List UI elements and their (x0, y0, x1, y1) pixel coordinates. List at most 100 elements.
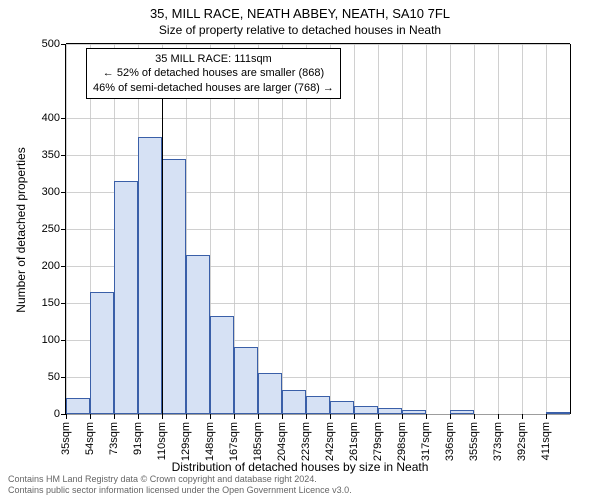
x-tick-label: 336sqm (444, 422, 456, 461)
x-tick-label: 242sqm (324, 422, 336, 461)
y-tick-label: 50 (20, 371, 60, 383)
x-tick (522, 414, 523, 419)
y-tick-label: 350 (20, 149, 60, 161)
grid-line-v (282, 44, 283, 414)
grid-line-v (522, 44, 523, 414)
y-tick-label: 200 (20, 260, 60, 272)
x-tick-label: 91sqm (132, 422, 144, 455)
histogram-bar (330, 401, 354, 414)
histogram-bar (66, 398, 90, 414)
x-tick (258, 414, 259, 419)
histogram-bar (186, 255, 210, 414)
x-tick (234, 414, 235, 419)
histogram-bar (138, 137, 162, 415)
y-tick-label: 300 (20, 186, 60, 198)
x-tick (186, 414, 187, 419)
grid-line-v (66, 44, 67, 414)
x-tick (402, 414, 403, 419)
x-tick-label: 73sqm (108, 422, 120, 455)
x-tick (282, 414, 283, 419)
y-tick-label: 400 (20, 112, 60, 124)
footer-line1: Contains HM Land Registry data © Crown c… (8, 474, 317, 484)
histogram-bar (258, 373, 282, 414)
grid-line-v (306, 44, 307, 414)
x-tick-label: 392sqm (516, 422, 528, 461)
x-tick (426, 414, 427, 419)
axis-spine-right (570, 44, 571, 414)
y-tick-label: 250 (20, 223, 60, 235)
grid-line-v (546, 44, 547, 414)
histogram-bar (306, 396, 330, 415)
x-tick-label: 204sqm (276, 422, 288, 461)
x-tick-label: 411sqm (540, 422, 552, 460)
x-tick-label: 148sqm (204, 422, 216, 461)
x-tick-label: 223sqm (300, 422, 312, 461)
grid-line-v (402, 44, 403, 414)
histogram-bar (354, 406, 378, 414)
x-tick (330, 414, 331, 419)
x-tick (354, 414, 355, 419)
x-axis-label: Distribution of detached houses by size … (0, 460, 600, 474)
x-tick-label: 167sqm (228, 422, 240, 461)
histogram-bar (210, 316, 234, 414)
grid-line-v (378, 44, 379, 414)
grid-line-v (450, 44, 451, 414)
grid-line-h (66, 44, 570, 45)
x-tick-label: 261sqm (348, 422, 360, 461)
grid-line-v (474, 44, 475, 414)
x-tick (474, 414, 475, 419)
title-main: 35, MILL RACE, NEATH ABBEY, NEATH, SA10 … (0, 6, 600, 21)
x-tick-label: 298sqm (396, 422, 408, 461)
x-tick (138, 414, 139, 419)
x-tick-label: 317sqm (420, 422, 432, 461)
x-tick-label: 129sqm (180, 422, 192, 461)
y-tick-label: 500 (20, 38, 60, 50)
x-tick (210, 414, 211, 419)
x-tick-label: 373sqm (492, 422, 504, 461)
x-tick-label: 54sqm (84, 422, 96, 455)
x-tick (498, 414, 499, 419)
grid-line-v (426, 44, 427, 414)
footer-line2: Contains public sector information licen… (8, 485, 352, 495)
grid-line-v (354, 44, 355, 414)
plot-area (66, 44, 570, 414)
x-tick (66, 414, 67, 419)
histogram-bar (378, 408, 402, 414)
title-sub: Size of property relative to detached ho… (0, 23, 600, 37)
y-tick-label: 0 (20, 408, 60, 420)
x-tick-label: 110sqm (156, 422, 168, 460)
histogram-bar (90, 292, 114, 414)
x-tick-label: 185sqm (252, 422, 264, 461)
info-box: 35 MILL RACE: 111sqm ← 52% of detached ho… (86, 48, 341, 99)
x-tick (378, 414, 379, 419)
x-tick (306, 414, 307, 419)
info-line3: 46% of semi-detached houses are larger (… (93, 82, 334, 94)
grid-line-v (258, 44, 259, 414)
histogram-bar (114, 181, 138, 414)
x-tick (546, 414, 547, 419)
histogram-bar (546, 412, 570, 414)
x-tick (162, 414, 163, 419)
info-line2: ← 52% of detached houses are smaller (86… (103, 67, 324, 79)
x-tick (90, 414, 91, 419)
grid-line-h (66, 414, 570, 415)
histogram-bar (162, 159, 186, 414)
x-tick (114, 414, 115, 419)
histogram-bar (402, 410, 426, 414)
chart-container: 35, MILL RACE, NEATH ABBEY, NEATH, SA10 … (0, 0, 600, 500)
y-tick-label: 100 (20, 334, 60, 346)
grid-line-v (498, 44, 499, 414)
reference-line (162, 92, 163, 414)
x-tick-label: 279sqm (372, 422, 384, 461)
histogram-bar (234, 347, 258, 414)
grid-line-v (330, 44, 331, 414)
info-line1: 35 MILL RACE: 111sqm (155, 53, 272, 65)
grid-line-h (66, 118, 570, 119)
histogram-bar (450, 410, 474, 414)
x-tick (450, 414, 451, 419)
footer: Contains HM Land Registry data © Crown c… (8, 474, 352, 496)
x-tick-label: 35sqm (60, 422, 72, 455)
histogram-bar (282, 390, 306, 414)
y-tick-label: 150 (20, 297, 60, 309)
x-tick-label: 355sqm (468, 422, 480, 461)
